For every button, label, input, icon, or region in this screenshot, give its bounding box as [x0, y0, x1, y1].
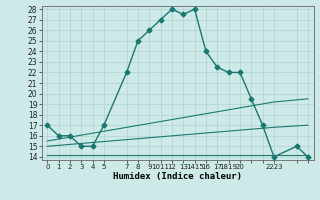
- X-axis label: Humidex (Indice chaleur): Humidex (Indice chaleur): [113, 172, 242, 181]
